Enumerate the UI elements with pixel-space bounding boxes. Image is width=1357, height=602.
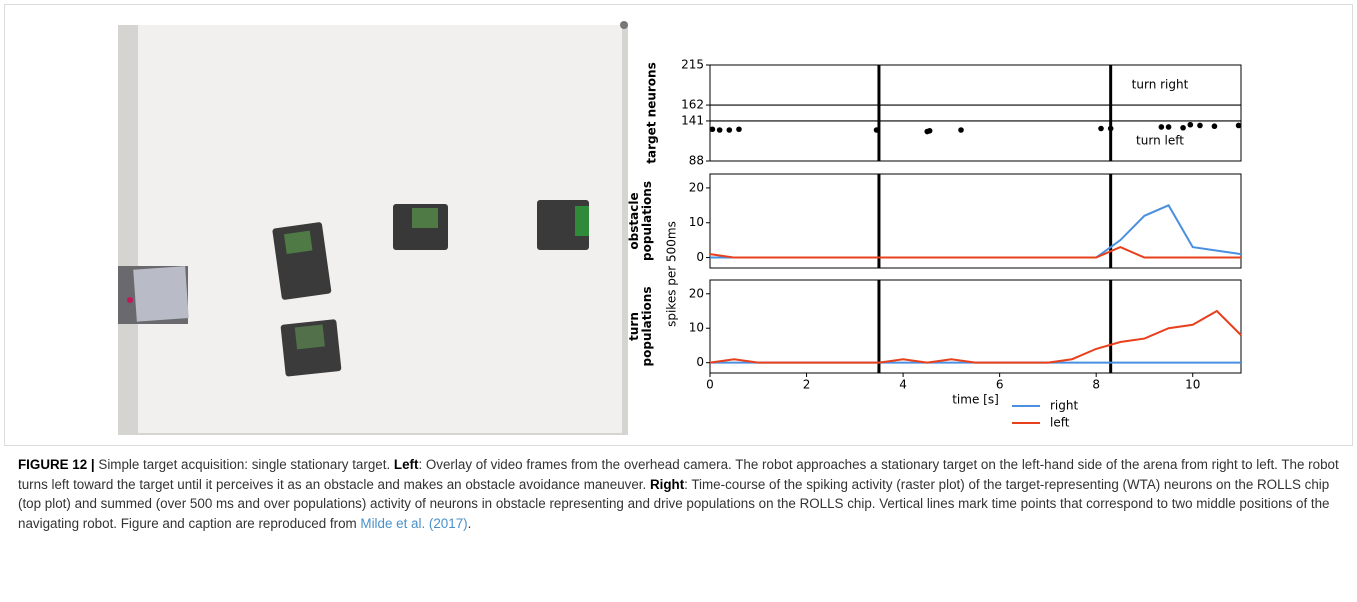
y-tick-label: 162 bbox=[681, 98, 704, 112]
caption-end: . bbox=[467, 515, 472, 531]
series-line bbox=[709, 246, 1241, 259]
spike bbox=[736, 126, 742, 133]
series-line bbox=[710, 204, 1242, 259]
series-line bbox=[709, 309, 1242, 364]
caption-left-text: : Overlay of video frames from the overh… bbox=[18, 457, 1339, 492]
y-tick-label: 10 bbox=[689, 215, 704, 229]
spike bbox=[1098, 125, 1104, 132]
legend-label: right bbox=[1050, 399, 1078, 413]
spike bbox=[726, 127, 733, 133]
y-tick-label: 20 bbox=[689, 286, 704, 300]
plot-frame bbox=[709, 173, 1242, 269]
citation[interactable]: Milde et al. (2017) bbox=[360, 515, 468, 531]
y-axis-label: target neurons bbox=[645, 62, 659, 163]
spike bbox=[1211, 123, 1218, 130]
y-tick-label: 0 bbox=[696, 355, 704, 369]
spike bbox=[1107, 125, 1114, 132]
spike bbox=[1180, 124, 1186, 131]
x-tick-label: 6 bbox=[996, 378, 1004, 392]
y-tick-label: 0 bbox=[696, 250, 704, 264]
caption: FIGURE 12 | Simple target acquisition: s… bbox=[18, 455, 1343, 533]
plot-frame bbox=[709, 64, 1242, 162]
y-tick-label: 215 bbox=[681, 58, 704, 72]
spike bbox=[1158, 124, 1165, 130]
caption-title: Simple target acquisition: single statio… bbox=[94, 457, 394, 472]
x-tick-label: 2 bbox=[803, 378, 811, 392]
y-axis-label: obstaclepopulations bbox=[627, 181, 654, 261]
y-tick-label: 10 bbox=[689, 321, 704, 335]
spike bbox=[716, 127, 723, 133]
plot-frame bbox=[709, 279, 1242, 374]
x-tick-label: 4 bbox=[899, 378, 907, 392]
annotation: turn left bbox=[1136, 133, 1184, 147]
x-tick-label: 0 bbox=[706, 378, 714, 392]
spike bbox=[1187, 121, 1194, 128]
spike bbox=[1165, 124, 1172, 130]
spike bbox=[1197, 122, 1203, 129]
legend-label: left bbox=[1050, 416, 1070, 430]
spike bbox=[709, 126, 716, 133]
caption-label: FIGURE 12 | bbox=[18, 457, 95, 472]
spike bbox=[926, 127, 933, 134]
spike bbox=[958, 127, 964, 133]
y-tick-label: 88 bbox=[689, 154, 704, 168]
shared-y-label: spikes per 500ms bbox=[665, 221, 679, 327]
y-tick-label: 141 bbox=[681, 113, 704, 127]
x-tick-label: 8 bbox=[1092, 378, 1100, 392]
x-tick-label: 10 bbox=[1185, 378, 1200, 392]
caption-left-label: Left bbox=[393, 457, 419, 472]
figure-frame bbox=[4, 4, 1353, 446]
caption-right-text: : Time-course of the spiking activity (r… bbox=[18, 476, 1330, 531]
annotation: turn right bbox=[1132, 78, 1189, 92]
spike bbox=[873, 127, 880, 133]
caption-right-label: Right bbox=[649, 476, 685, 492]
photo bbox=[118, 21, 628, 435]
y-axis-label: turnpopulations bbox=[627, 287, 654, 367]
y-tick-label: 20 bbox=[689, 180, 704, 194]
spike bbox=[1235, 122, 1242, 129]
x-axis-label: time [s] bbox=[952, 393, 999, 407]
